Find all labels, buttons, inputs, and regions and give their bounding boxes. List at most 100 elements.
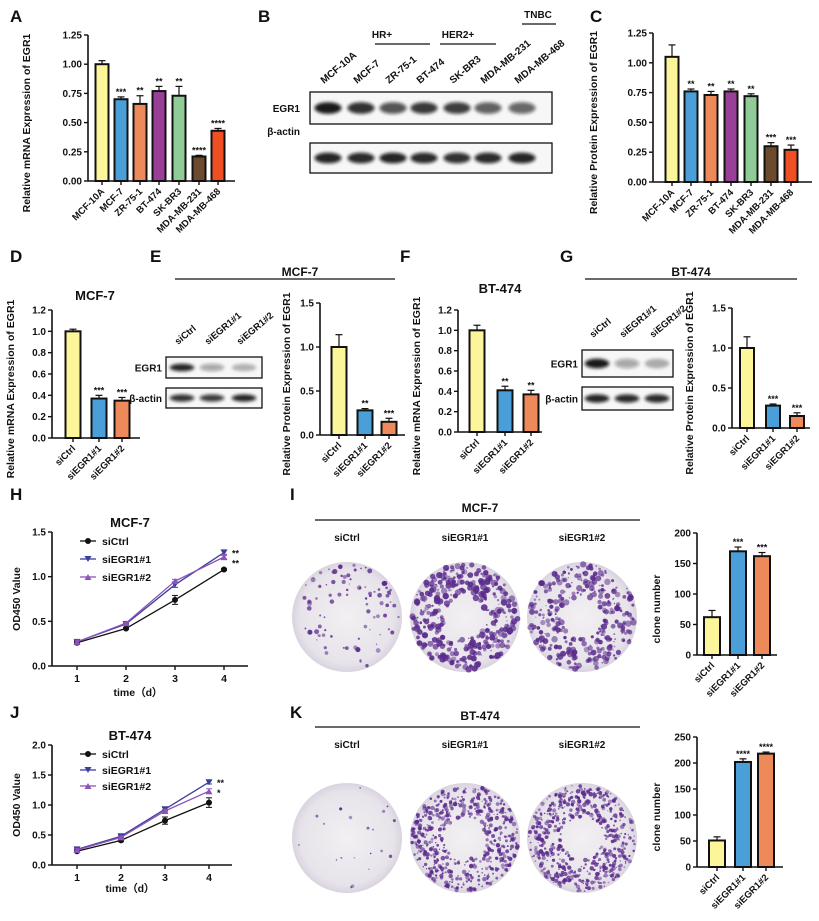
colony <box>449 640 453 645</box>
significance-label: ** <box>232 549 240 559</box>
colony <box>581 811 586 815</box>
colony <box>435 808 440 813</box>
bar <box>763 145 779 184</box>
blot-band <box>508 102 536 114</box>
colony <box>564 640 568 644</box>
colony <box>536 836 542 842</box>
colony <box>564 792 567 795</box>
colony <box>593 655 599 662</box>
colony <box>512 853 517 858</box>
colony <box>455 876 459 881</box>
colony <box>562 570 567 574</box>
data-point <box>73 847 81 853</box>
colony <box>610 623 616 629</box>
colony <box>600 656 602 659</box>
colony <box>625 620 632 627</box>
colony <box>501 807 505 811</box>
colony <box>569 819 572 822</box>
colony <box>594 665 599 670</box>
colony <box>554 814 557 817</box>
colony <box>551 636 558 643</box>
colony <box>597 599 602 605</box>
colony <box>419 595 426 602</box>
colony <box>537 808 541 812</box>
legend-label: siEGR1#2 <box>102 781 151 793</box>
colony <box>314 629 320 635</box>
colony <box>367 568 373 574</box>
colony <box>425 604 428 607</box>
colony <box>566 565 570 569</box>
colony <box>461 810 466 816</box>
colony <box>495 588 498 591</box>
colony <box>622 809 625 812</box>
colony <box>614 619 619 624</box>
blot-band <box>169 394 195 402</box>
colony <box>509 844 515 849</box>
y-tick-label: 1.0 <box>438 326 452 337</box>
colony <box>529 841 532 844</box>
colony <box>573 662 577 666</box>
colony <box>629 827 631 829</box>
colony <box>538 844 541 847</box>
colony <box>461 803 467 809</box>
colony <box>548 827 550 829</box>
significance-label: **** <box>192 145 207 155</box>
colony <box>603 609 610 615</box>
colony <box>538 598 541 601</box>
colony <box>356 585 362 591</box>
colony <box>366 609 371 614</box>
blot-band <box>347 152 375 164</box>
colony <box>590 806 594 809</box>
colony <box>563 798 566 801</box>
blot-band <box>199 363 225 372</box>
colony <box>596 648 602 654</box>
colony <box>444 856 447 859</box>
y-tick-label: 0 <box>685 863 691 874</box>
colony <box>621 629 624 632</box>
colony <box>543 583 549 589</box>
colony <box>548 873 552 877</box>
colony <box>455 572 459 576</box>
panel-letter: G <box>560 247 573 266</box>
colony <box>511 821 517 827</box>
colony <box>483 830 486 832</box>
colony <box>477 883 480 886</box>
colony <box>465 880 469 883</box>
colony <box>624 861 627 863</box>
colony <box>505 644 510 650</box>
colony <box>513 836 517 840</box>
colony <box>567 865 572 870</box>
colony <box>613 813 618 818</box>
colony <box>527 830 532 835</box>
colony <box>432 873 435 876</box>
colony <box>456 660 459 663</box>
colony <box>454 563 461 570</box>
colony <box>449 881 451 883</box>
colony <box>360 567 362 570</box>
colony <box>438 811 442 815</box>
colony <box>617 867 622 872</box>
data-point <box>172 596 178 603</box>
colony <box>614 819 617 823</box>
colony <box>510 857 513 860</box>
colony <box>316 634 319 636</box>
colony <box>604 834 608 837</box>
colony <box>440 653 446 659</box>
colony <box>615 606 621 612</box>
colony <box>445 604 450 608</box>
colony <box>433 799 437 803</box>
colony <box>602 650 608 656</box>
colony <box>578 814 582 819</box>
colony <box>457 874 460 877</box>
colony <box>583 646 590 653</box>
bar <box>356 409 374 436</box>
colony <box>600 845 604 849</box>
colony <box>429 584 432 587</box>
colony <box>424 633 426 636</box>
colony <box>538 580 545 587</box>
colony <box>626 591 630 595</box>
colony <box>424 606 429 611</box>
colony <box>542 831 546 835</box>
colony <box>298 844 300 846</box>
